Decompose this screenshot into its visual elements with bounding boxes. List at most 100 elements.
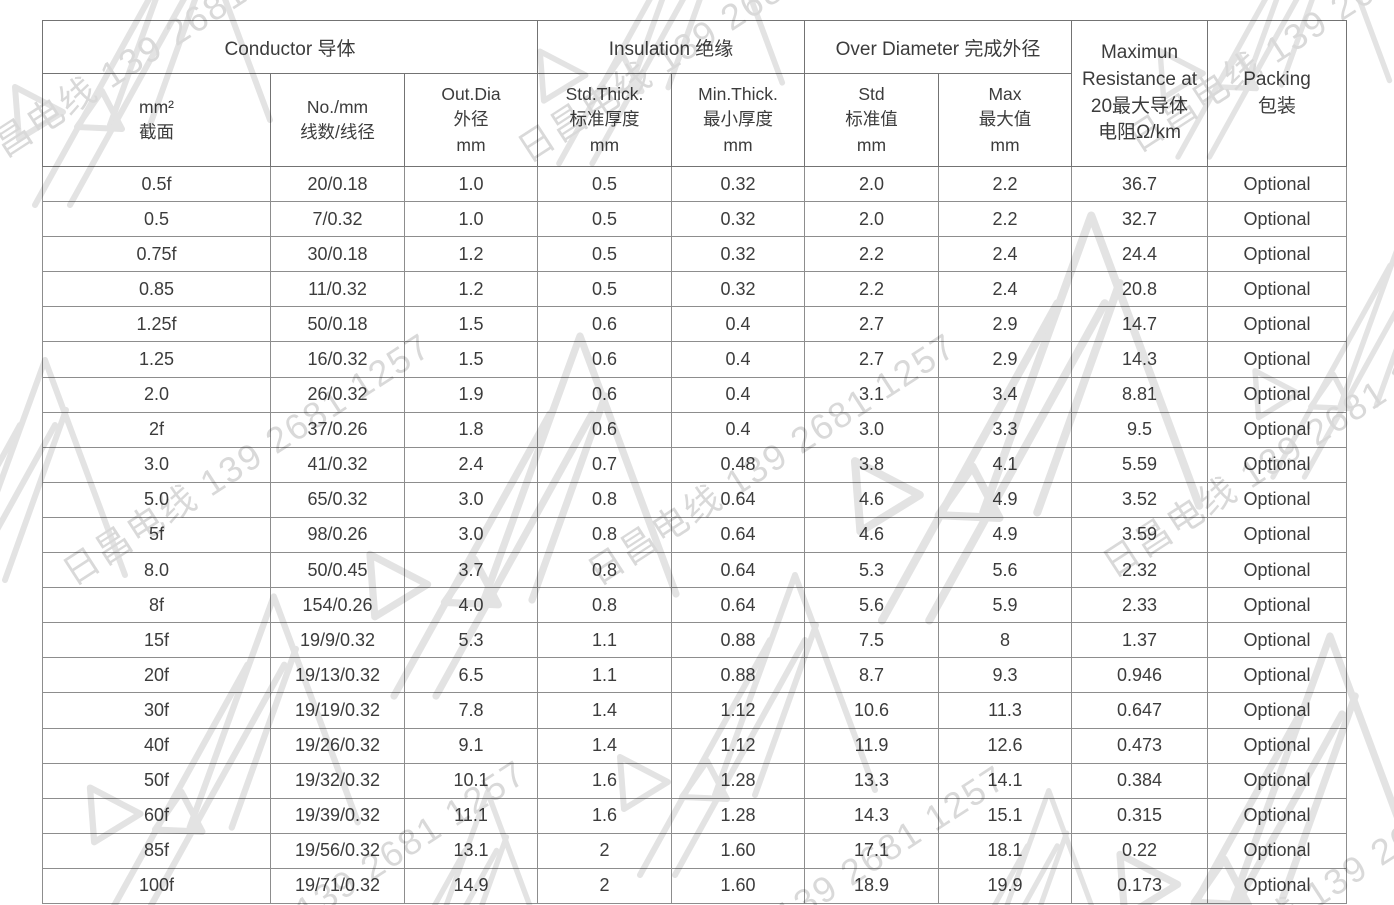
table-cell: 15f [42,622,271,659]
table-row: 85f 19/56/0.32 13.1 2 1.60 17.1 18.1 0.22 Option… [42,832,1347,869]
table-cell: 1.9 [404,376,538,413]
table-row: 0.85 11/0.32 1.2 0.5 0.32 2.2 2.4 20.8 Optional [42,271,1347,308]
table-cell: 37/0.26 [270,411,405,448]
table-cell: 19/39/0.32 [270,797,405,834]
table-cell: 154/0.26 [270,587,405,624]
table-cell: 14.7 [1071,306,1208,343]
table-cell: 0.32 [671,271,805,308]
table-cell: 1.60 [671,867,805,904]
table-cell: 4.0 [404,587,538,624]
table-cell: Optional [1207,376,1347,413]
table-cell: 12.6 [938,727,1072,764]
table-cell: 0.5f [42,165,271,203]
table-cell: 1.60 [671,832,805,869]
table-cell: 36.7 [1071,165,1208,203]
table-cell: 1.6 [537,762,672,799]
table-cell: 5.59 [1071,446,1208,483]
header-group-conductor: Conductor 导体 [42,20,538,74]
table-cell: 9.5 [1071,411,1208,448]
table-cell: 30f [42,692,271,729]
table-cell: Optional [1207,201,1347,238]
table-cell: 18.1 [938,832,1072,869]
table-cell: 1.25f [42,306,271,343]
table-cell: 1.12 [671,727,805,764]
table-cell: 0.315 [1071,797,1208,834]
table-cell: 0.8 [537,481,672,518]
table-cell: 0.4 [671,341,805,378]
table-cell: Optional [1207,657,1347,694]
table-cell: 0.5 [537,271,672,308]
table-cell: 19.9 [938,867,1072,904]
table-row: 8f 154/0.26 4.0 0.8 0.64 5.6 5.9 2.33 Optional [42,587,1347,624]
table-cell: 0.5 [537,236,672,273]
table-cell: 2.4 [404,446,538,483]
table-cell: 2.0 [804,165,939,203]
table-cell: 0.946 [1071,657,1208,694]
header-col-no-mm: No./mm 线数/线径 [270,73,405,167]
table-cell: 2.33 [1071,587,1208,624]
table-cell: 1.25 [42,341,271,378]
table-cell: 19/71/0.32 [270,867,405,904]
table-cell: 18.9 [804,867,939,904]
table-cell: 5.9 [938,587,1072,624]
spec-table: Conductor 导体 Insulation 绝缘 Over Diameter… [42,20,1347,904]
table-cell: 1.12 [671,692,805,729]
header-col-mm2: mm² 截面 [42,73,271,167]
table-cell: 2.2 [804,271,939,308]
table-cell: Optional [1207,867,1347,904]
table-cell: 3.1 [804,376,939,413]
table-cell: 0.4 [671,306,805,343]
table-cell: Optional [1207,411,1347,448]
table-cell: 8.7 [804,657,939,694]
table-cell: 0.32 [671,236,805,273]
table-cell: 0.64 [671,587,805,624]
table-cell: 0.4 [671,376,805,413]
table-cell: Optional [1207,692,1347,729]
table-cell: 1.28 [671,762,805,799]
header-group-row: Conductor 导体 Insulation 绝缘 Over Diameter… [42,20,1347,167]
table-cell: 40f [42,727,271,764]
table-cell: 2.9 [938,306,1072,343]
table-cell: 4.6 [804,481,939,518]
table-cell: 0.173 [1071,867,1208,904]
table-cell: 15.1 [938,797,1072,834]
table-cell: 0.5 [42,201,271,238]
table-cell: 1.28 [671,797,805,834]
table-row: 50f 19/32/0.32 10.1 1.6 1.28 13.3 14.1 0.384 Opt… [42,762,1347,799]
table-cell: 0.6 [537,306,672,343]
header-col-max-resistance: Maximun Resistance at 20最大导体 电阻Ω/km [1071,20,1208,167]
table-cell: 50/0.45 [270,552,405,589]
table-cell: 2.4 [938,236,1072,273]
table-cell: 3.0 [42,446,271,483]
header-col-std-thick: Std.Thick. 标准厚度 mm [537,73,672,167]
table-cell: 0.64 [671,516,805,554]
table-cell: 1.6 [537,797,672,834]
table-cell: 0.85 [42,271,271,308]
table-cell: 3.52 [1071,481,1208,518]
table-cell: 2.2 [938,201,1072,238]
table-cell: 3.3 [938,411,1072,448]
table-cell: 1.1 [537,657,672,694]
table-cell: 2.0 [804,201,939,238]
table-cell: 19/26/0.32 [270,727,405,764]
table-cell: 2.7 [804,341,939,378]
table-cell: 19/9/0.32 [270,622,405,659]
table-cell: 2.2 [938,165,1072,203]
table-cell: 4.6 [804,516,939,554]
table-cell: 19/19/0.32 [270,692,405,729]
table-cell: 8 [938,622,1072,659]
table-cell: 0.5 [537,201,672,238]
table-cell: 4.1 [938,446,1072,483]
table-cell: Optional [1207,797,1347,834]
header-group-insulation: Insulation 绝缘 [537,20,805,74]
table-row: 1.25f 50/0.18 1.5 0.6 0.4 2.7 2.9 14.7 Optional [42,306,1347,343]
table-row: 0.5f 20/0.18 1.0 0.5 0.32 2.0 2.2 36.7 Optional [42,165,1347,203]
table-cell: 5.6 [804,587,939,624]
header-col-std: Std 标准值 mm [804,73,939,167]
table-cell: 1.1 [537,622,672,659]
table-cell: 1.4 [537,727,672,764]
table-cell: Optional [1207,481,1347,518]
table-row: 0.75f 30/0.18 1.2 0.5 0.32 2.2 2.4 24.4 Optional [42,236,1347,273]
header-col-packing: Packing 包装 [1207,20,1347,167]
table-row: 15f 19/9/0.32 5.3 1.1 0.88 7.5 8 1.37 Optional [42,622,1347,659]
